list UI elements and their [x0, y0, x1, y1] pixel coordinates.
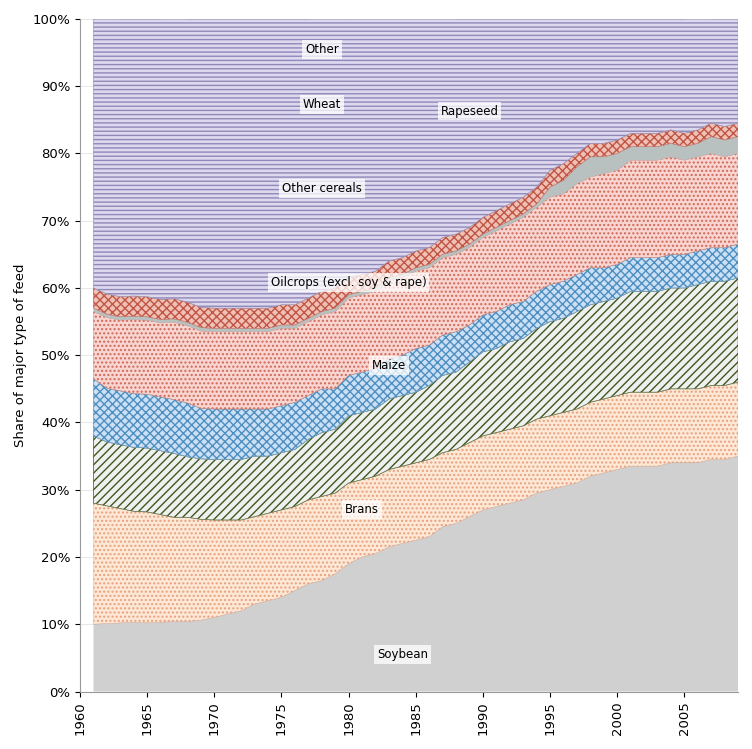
Text: Rapeseed: Rapeseed [441, 105, 499, 118]
Text: Other: Other [305, 43, 338, 55]
Text: Brans: Brans [345, 503, 379, 516]
Text: Soybean: Soybean [377, 648, 428, 661]
Y-axis label: Share of major type of feed: Share of major type of feed [14, 264, 27, 447]
Text: Maize: Maize [371, 359, 406, 372]
Text: Other cereals: Other cereals [282, 182, 362, 195]
Text: Oilcrops (excl. soy & rape): Oilcrops (excl. soy & rape) [271, 276, 426, 289]
Text: Wheat: Wheat [302, 98, 341, 111]
